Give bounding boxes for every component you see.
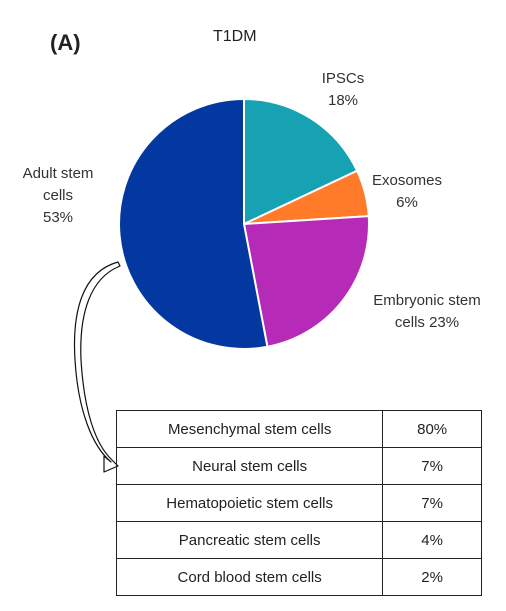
slice-label-line: Exosomes [371,172,443,189]
table-cell-value: 4% [382,521,482,559]
table-row: Pancreatic stem cells 4% [115,521,482,559]
slice-label: IPSCs 18% [303,68,383,112]
slice-label-line: 6% [396,194,418,211]
slice-label: Adult stem cells 53% [8,163,108,229]
slice-label-line: Embryonic stem [373,292,481,309]
table-cell-name: Neural stem cells [115,447,384,485]
connector-arrow [73,261,121,473]
table-row: Cord blood stem cells 2% [115,558,482,596]
pie-slice [243,97,359,226]
slice-label-line: Adult stem [22,165,94,182]
table-cell-name: Cord blood stem cells [115,558,384,596]
slice-label: Exosomes 6% [362,170,452,214]
slice-label: Embryonic stem cells 23% [352,290,502,334]
table-cell-value: 2% [382,558,482,596]
table-row: Neural stem cells 7% [115,447,482,485]
table-cell-name: Hematopoietic stem cells [115,484,384,522]
pie-slice [118,97,269,350]
table-cell-name: Mesenchymal stem cells [115,410,384,448]
slice-label-line: cells [42,187,73,204]
panel-label: (A) [50,30,81,55]
slice-label-line: IPSCs [321,70,365,87]
slice-label-line: 53% [42,209,74,226]
chart-title: T1DM [213,28,257,45]
pie-slice [242,215,370,348]
slice-label-line: cells 23% [394,314,460,331]
table-row: Hematopoietic stem cells 7% [115,484,482,522]
table-cell-value: 80% [382,410,482,448]
table-cell-name: Pancreatic stem cells [115,521,384,559]
slice-label-line: 18% [327,92,359,109]
adult-stem-cells-table: Mesenchymal stem cells 80% Neural stem c… [115,410,482,596]
table-cell-value: 7% [382,484,482,522]
table-row: Mesenchymal stem cells 80% [115,410,482,448]
table-cell-value: 7% [382,447,482,485]
